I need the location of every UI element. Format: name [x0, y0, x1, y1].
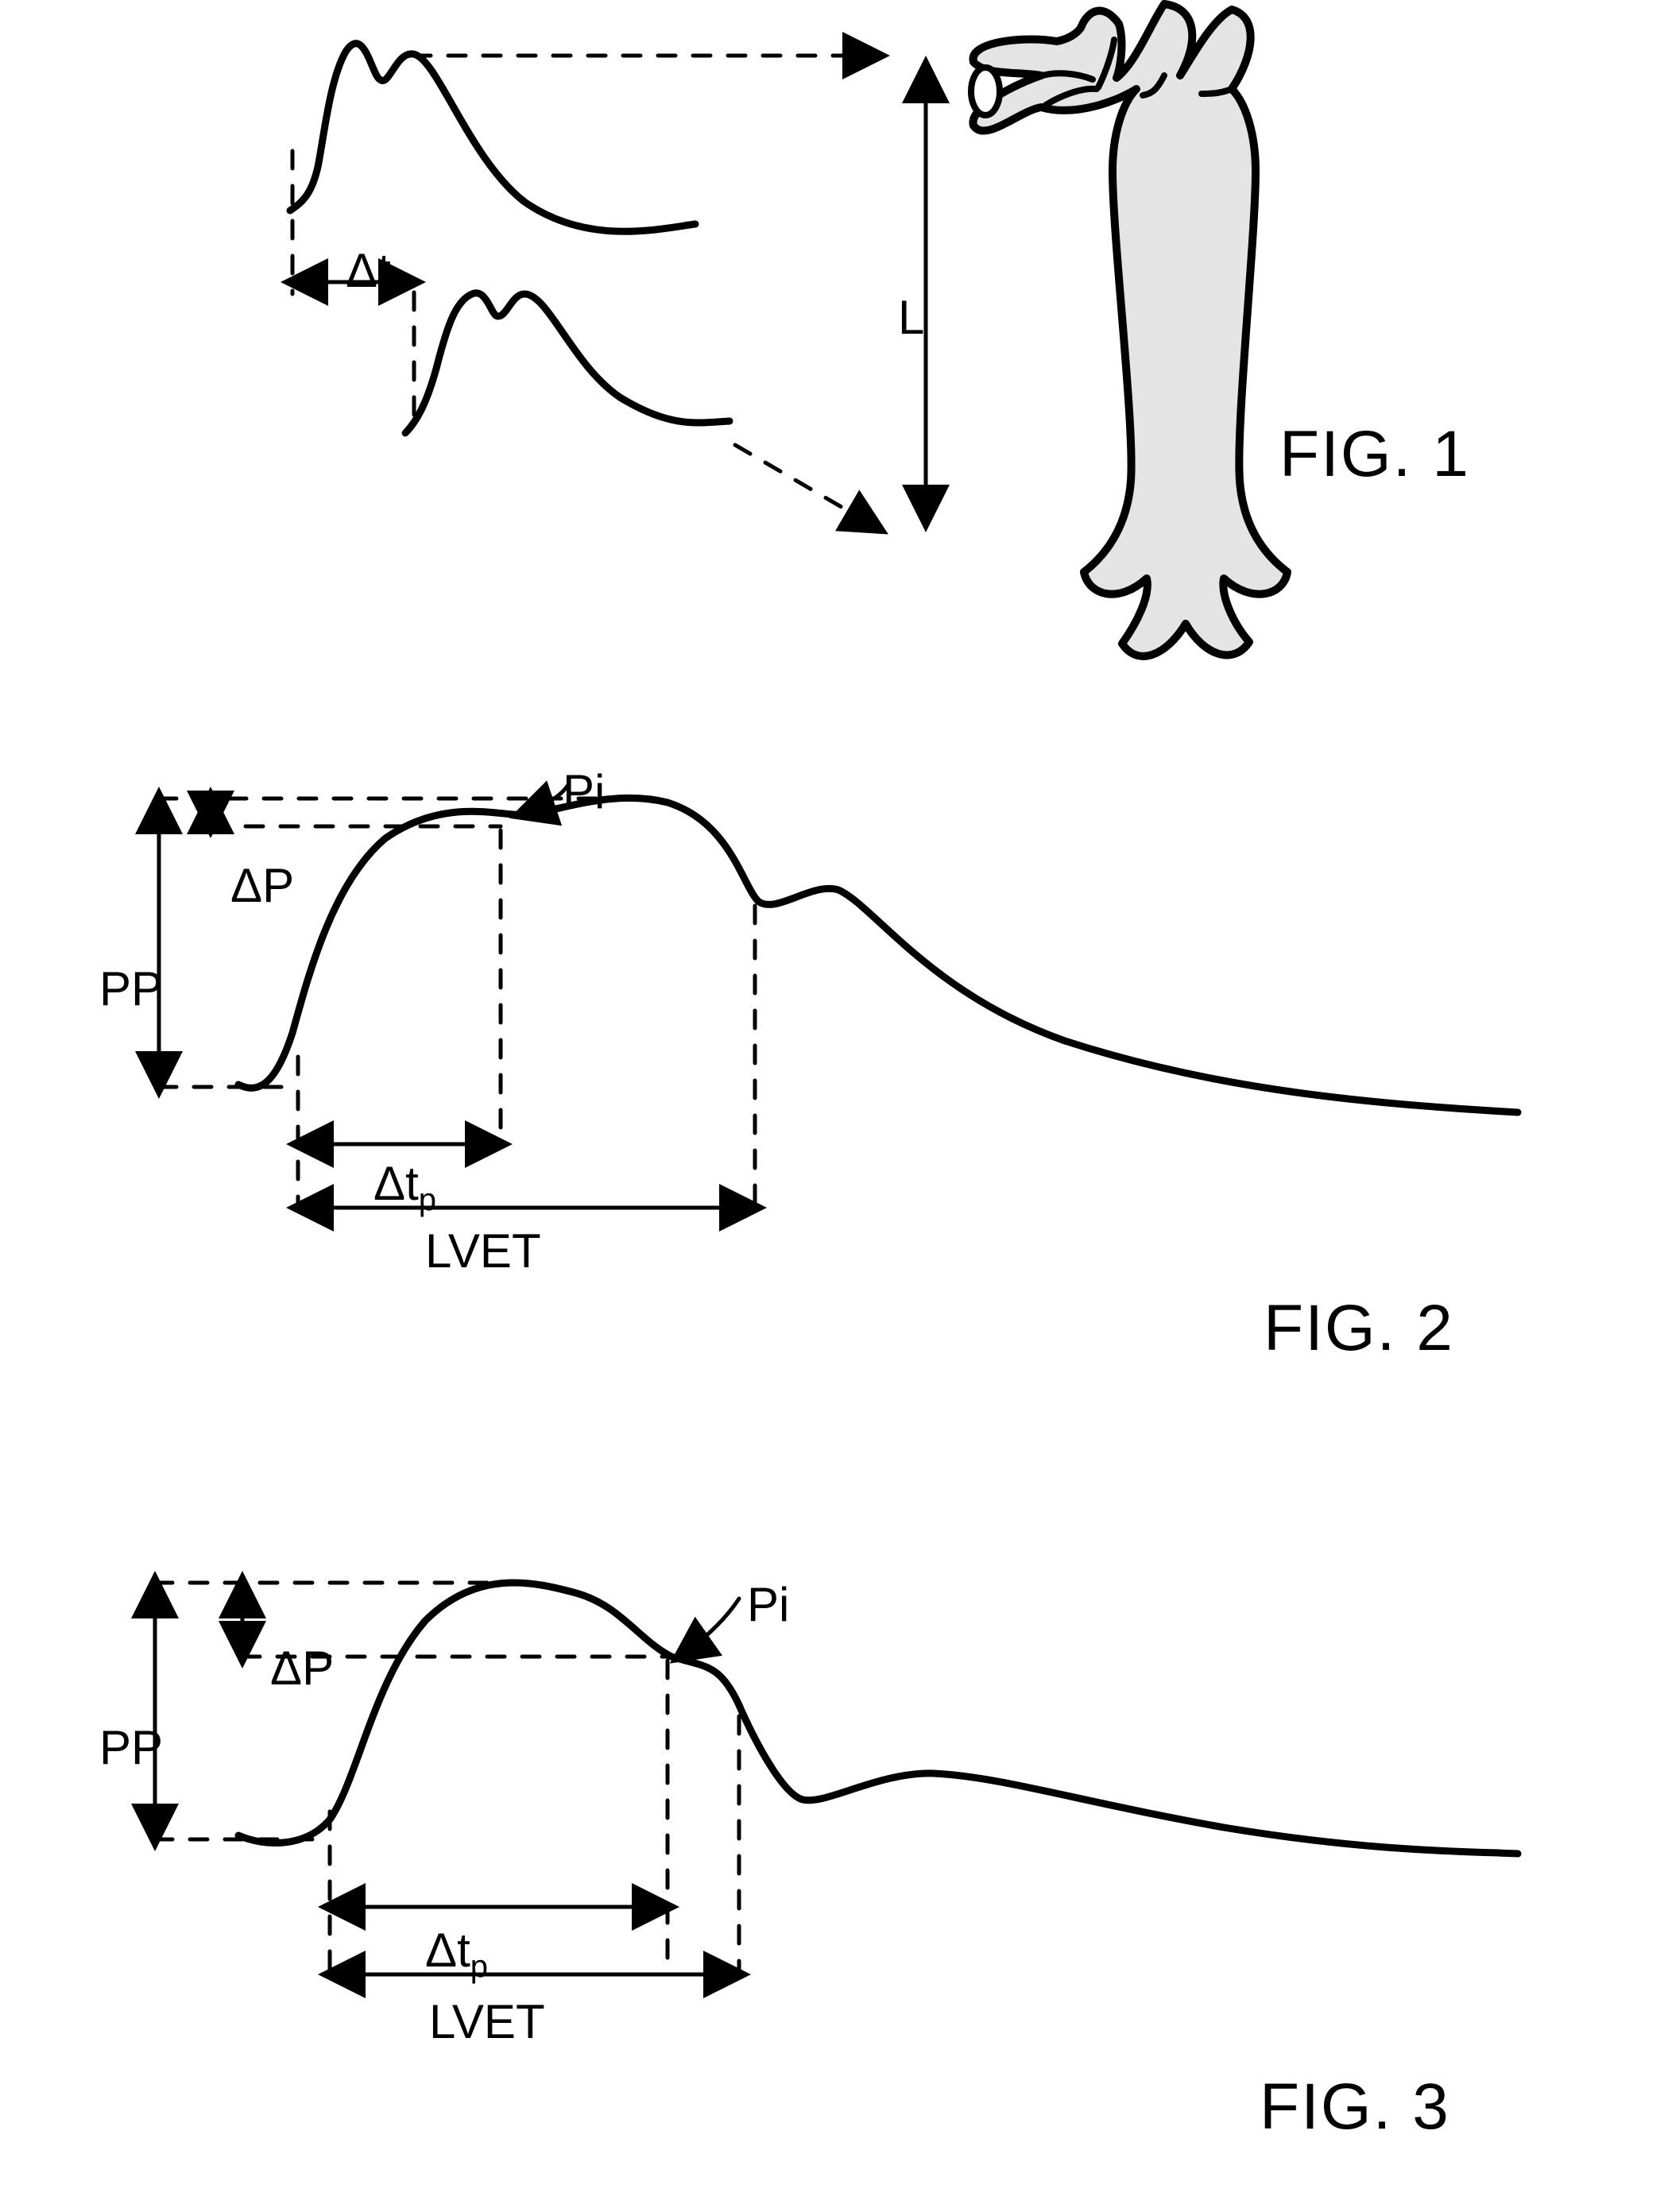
- pp-label-3: PP: [99, 1720, 163, 1775]
- aorta-body: [973, 4, 1287, 656]
- pp-label-2: PP: [99, 961, 163, 1016]
- dp-label-3: ΔP: [270, 1641, 334, 1696]
- aorta-vessel: [971, 4, 1287, 656]
- pressure-wave: [238, 798, 1518, 1112]
- dtp-label-3: Δtp: [425, 1923, 488, 1985]
- figure-3: [111, 1533, 1542, 2121]
- figure-2-caption: FIG. 2: [1264, 1291, 1454, 1366]
- pi-label-2: Pi: [563, 764, 605, 819]
- link-bot: [735, 445, 878, 528]
- pi-label-3: Pi: [747, 1577, 789, 1632]
- length-L-label: L: [898, 290, 924, 345]
- dtp-label-2: Δtp: [373, 1156, 436, 1218]
- pressure-wave-distal: [405, 293, 730, 433]
- delta-t-label: Δt: [346, 243, 391, 298]
- figure-1: [254, 32, 1287, 636]
- pressure-wave: [238, 1583, 1518, 1854]
- dp-label-2: ΔP: [230, 858, 294, 913]
- lvet-label-2: LVET: [425, 1224, 541, 1278]
- pi-pointer: [679, 1599, 739, 1657]
- lvet-label-3: LVET: [429, 1994, 545, 2049]
- figure-2: [111, 763, 1542, 1335]
- pressure-wave-proximal: [290, 44, 695, 232]
- figure-3-caption: FIG. 3: [1260, 2070, 1450, 2144]
- figure-1-caption: FIG. 1: [1279, 417, 1470, 492]
